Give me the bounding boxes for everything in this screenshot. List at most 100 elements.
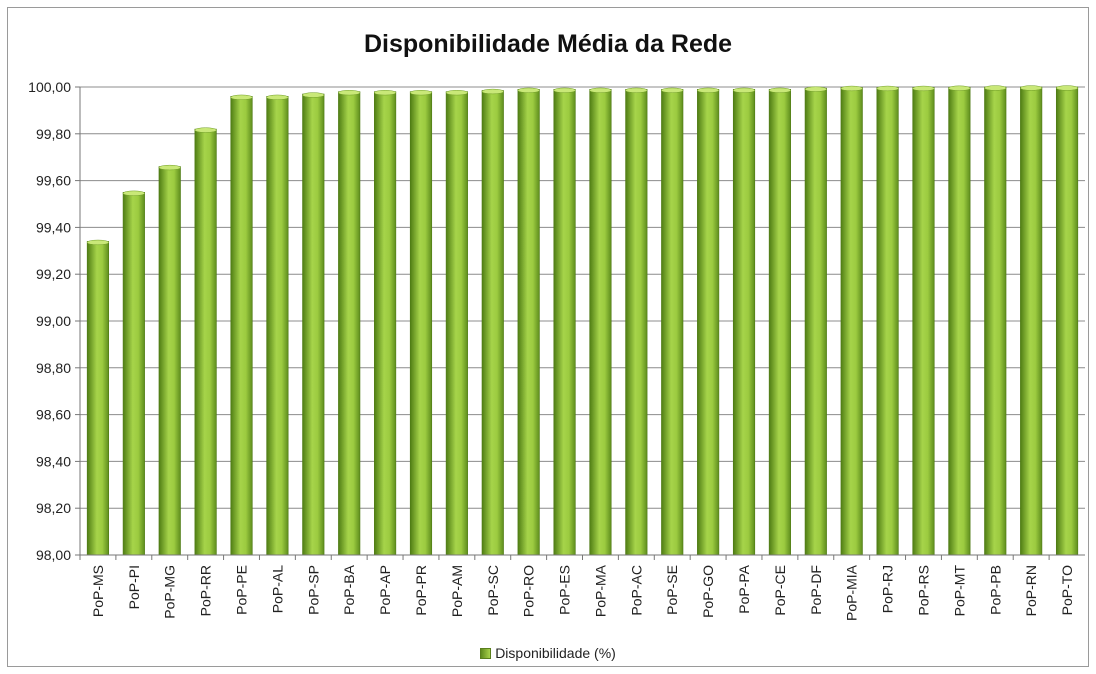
y-tick-labels: 98,00 98,20 98,40 98,60 98,80 99,00 99,20 99,40… (28, 79, 71, 563)
y-tick-label: 99,60 (36, 173, 71, 189)
x-tick-label: PoP-AM (449, 565, 465, 617)
x-tick-label: PoP-SE (664, 565, 680, 615)
x-tick-label: PoP-RO (521, 565, 537, 617)
bar-group (768, 87, 791, 556)
bar-cap (374, 90, 397, 96)
x-tick-label: PoP-PR (413, 565, 429, 616)
y-tick-label: 98,60 (36, 407, 71, 423)
bars (86, 85, 1079, 556)
bar (158, 166, 181, 556)
bar (912, 87, 935, 556)
bar (876, 87, 899, 556)
bar (266, 96, 289, 556)
bar (194, 128, 217, 556)
bar-group (697, 87, 720, 556)
bar-group (194, 127, 217, 556)
bar-group (804, 86, 827, 556)
bar-cap (1020, 85, 1043, 91)
x-tick-label: PoP-RN (1023, 565, 1039, 616)
bar (86, 241, 110, 556)
bar-cap (86, 239, 109, 246)
legend-swatch (480, 648, 492, 659)
bar-group (661, 87, 684, 556)
bar-group (338, 90, 361, 556)
x-tick-label: PoP-ES (557, 565, 573, 615)
bar-cap (661, 87, 684, 93)
bar-group (840, 85, 863, 556)
x-tick-label: PoP-MIA (844, 564, 860, 621)
x-tick-label: PoP-GO (700, 565, 716, 618)
bar-cap (481, 88, 504, 95)
bar-group (948, 85, 971, 556)
bar-group (984, 85, 1007, 556)
x-tick-label: PoP-RR (198, 565, 214, 616)
bar-cap (122, 190, 145, 196)
bar-cap (840, 85, 863, 92)
bar-group (481, 88, 504, 556)
y-tick-label: 99,00 (36, 313, 71, 329)
bar-group (409, 90, 433, 556)
y-tick-label: 100,00 (28, 79, 71, 95)
bar-group (230, 94, 253, 556)
bar (840, 87, 863, 556)
bar-cap (589, 87, 612, 93)
y-tick-label: 98,40 (36, 453, 71, 469)
bar-cap (625, 87, 648, 93)
x-tick-label: PoP-RJ (880, 565, 896, 613)
bar-group (158, 164, 181, 556)
bar-cap (948, 85, 971, 91)
bar (409, 91, 433, 556)
x-tick-label: PoP-RS (915, 565, 931, 616)
bar (1055, 86, 1079, 556)
bar (374, 91, 397, 556)
bar-group (876, 85, 899, 556)
y-tick-label: 98,20 (36, 500, 71, 516)
y-tick-label: 99,80 (36, 126, 71, 142)
x-tick-label: PoP-AL (269, 565, 285, 613)
bar (338, 91, 361, 556)
bar-cap (302, 92, 325, 98)
x-tick-label: PoP-AC (628, 565, 644, 616)
bar-cap (768, 87, 791, 93)
bar-group (86, 239, 110, 556)
bar (517, 89, 540, 556)
bar-cap (804, 86, 827, 92)
y-tick-label: 99,20 (36, 266, 71, 282)
bar-cap (984, 85, 1007, 91)
x-tick-label: PoP-PE (234, 565, 250, 615)
bar-cap (697, 87, 720, 93)
bar-group (1020, 85, 1043, 556)
x-tick-label: PoP-TO (1059, 565, 1075, 615)
x-tick-label: PoP-SP (305, 565, 321, 615)
bar (445, 91, 468, 556)
bar-group (517, 87, 540, 556)
bar (697, 89, 720, 556)
y-tick-label: 98,80 (36, 360, 71, 376)
x-tick-labels: PoP-MS PoP-PI PoP-MG PoP-RR PoP-PE PoP-AL PoP-… (90, 564, 1075, 621)
bar-cap (409, 90, 433, 96)
bar-cap (733, 87, 756, 93)
bar-group (732, 87, 756, 556)
bar (481, 90, 504, 556)
bar-cap (876, 85, 899, 92)
bar-group (445, 90, 468, 556)
bar (122, 192, 145, 556)
bar-cap (338, 90, 361, 96)
bar (948, 86, 971, 556)
axes (75, 86, 1085, 560)
bar (230, 96, 253, 556)
x-tick-label: PoP-SC (485, 565, 501, 616)
bar-cap (553, 87, 576, 93)
bar (732, 89, 756, 556)
bar-group (302, 92, 325, 556)
bar-group (266, 94, 289, 556)
x-tick-label: PoP-AP (377, 565, 393, 615)
bar (661, 89, 684, 556)
bar-cap (194, 127, 217, 133)
bar-cap (230, 94, 253, 101)
x-tick-label: PoP-PA (736, 564, 752, 613)
x-tick-label: PoP-PB (987, 565, 1003, 615)
bar-cap (1056, 85, 1079, 91)
bar (625, 89, 648, 556)
bar (804, 87, 827, 556)
